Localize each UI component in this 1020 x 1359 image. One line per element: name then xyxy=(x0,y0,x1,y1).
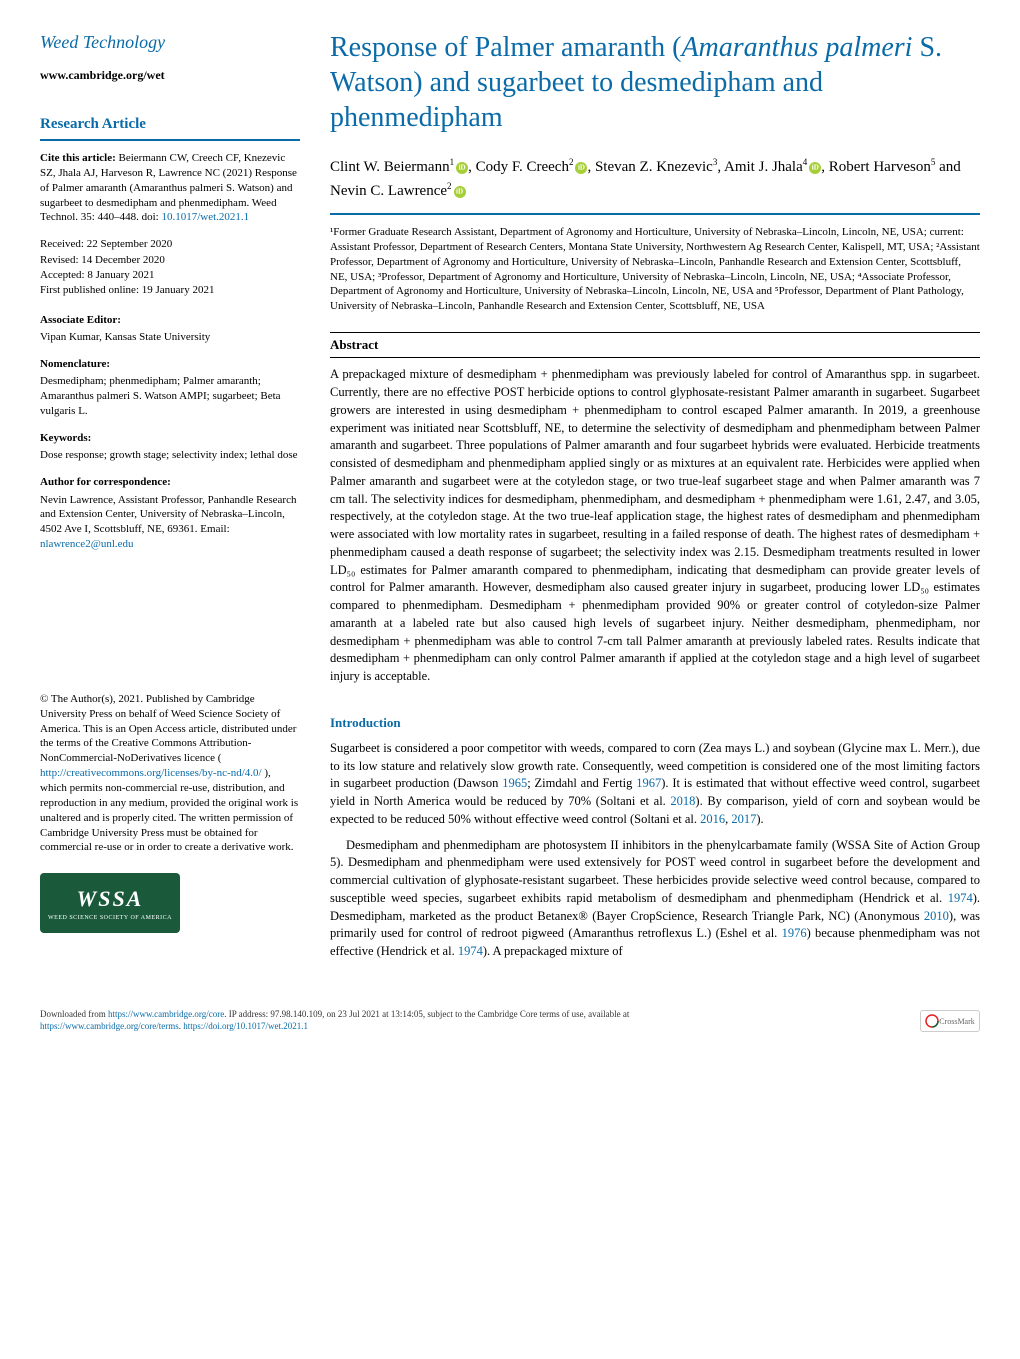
nomenclature: Desmedipham; phenmedipham; Palmer amaran… xyxy=(40,374,300,419)
intro-p1f: ). xyxy=(756,812,763,826)
author-4: Amit J. Jhala xyxy=(724,159,803,175)
footer-link[interactable]: https://www.cambridge.org/core xyxy=(108,1009,224,1019)
citation-block: Cite this article: Beiermann CW, Creech … xyxy=(40,151,300,225)
cite-heading: Cite this article: xyxy=(40,152,116,164)
intro-paragraph-1: Sugarbeet is considered a poor competito… xyxy=(330,740,980,829)
orcid-icon[interactable] xyxy=(456,162,468,174)
orcid-icon[interactable] xyxy=(575,162,587,174)
intro-p1b: ; Zimdahl and Fertig xyxy=(527,776,636,790)
copyright-block: © The Author(s), 2021. Published by Camb… xyxy=(40,692,300,855)
wssa-acronym: WSSA xyxy=(77,884,144,915)
author-3: Stevan Z. Knezevic xyxy=(595,159,713,175)
section-label: Research Article xyxy=(40,114,300,141)
received-date: Received: 22 September 2020 xyxy=(40,237,300,252)
intro-p2e: ). A prepackaged mixture of xyxy=(483,944,623,958)
affiliations: ¹Former Graduate Research Assistant, Dep… xyxy=(330,225,980,314)
corr-body: Nevin Lawrence, Assistant Professor, Pan… xyxy=(40,494,296,536)
copyright-cont: ), which permits non-commercial re-use, … xyxy=(40,767,298,853)
footer-text: Downloaded from https://www.cambridge.or… xyxy=(40,1009,629,1032)
journal-title: Weed Technology xyxy=(40,30,300,55)
author-6: Nevin C. Lawrence xyxy=(330,183,447,199)
accepted-date: Accepted: 8 January 2021 xyxy=(40,268,300,283)
crossmark-label: CrossMark xyxy=(939,1016,975,1027)
correspondence-text: Nevin Lawrence, Assistant Professor, Pan… xyxy=(40,493,300,552)
author-3-sup: 3 xyxy=(713,157,718,167)
first-published-date: First published online: 19 January 2021 xyxy=(40,283,300,298)
wssa-fullname: WEED SCIENCE SOCIETY OF AMERICA xyxy=(48,914,172,922)
orcid-icon[interactable] xyxy=(809,162,821,174)
year-link[interactable]: 1965 xyxy=(502,776,527,790)
abstract-heading: Abstract xyxy=(330,332,980,358)
doi-link[interactable]: 10.1017/wet.2021.1 xyxy=(161,211,249,223)
author-1: Clint W. Beiermann xyxy=(330,159,450,175)
license-link[interactable]: http://creativecommons.org/licenses/by-n… xyxy=(40,767,262,779)
year-link[interactable]: 1974 xyxy=(458,944,483,958)
year-link[interactable]: 1974 xyxy=(948,891,973,905)
author-2-sup: 2 xyxy=(569,157,574,167)
page-footer: Downloaded from https://www.cambridge.or… xyxy=(40,1009,980,1032)
intro-p2a: Desmedipham and phenmedipham are photosy… xyxy=(330,838,980,905)
journal-website[interactable]: www.cambridge.org/wet xyxy=(40,67,300,84)
author-2: Cody F. Creech xyxy=(476,159,569,175)
title-p1: Response of Palmer amaranth ( xyxy=(330,32,681,63)
dates-block: Received: 22 September 2020 Revised: 14 … xyxy=(40,237,300,299)
footer-l1b: . IP address: 97.98.140.109, on 23 Jul 2… xyxy=(224,1009,629,1019)
introduction-heading: Introduction xyxy=(330,714,980,732)
author-1-sup: 1 xyxy=(450,157,455,167)
author-4-sup: 4 xyxy=(803,157,808,167)
author-5-sup: 5 xyxy=(931,157,936,167)
nomenclature-heading: Nomenclature: xyxy=(40,357,300,372)
author-6-sup: 2 xyxy=(447,181,452,191)
intro-paragraph-2: Desmedipham and phenmedipham are photosy… xyxy=(330,837,980,961)
assoc-editor-heading: Associate Editor: xyxy=(40,313,300,328)
crossmark-icon xyxy=(925,1014,939,1028)
year-link[interactable]: 1976 xyxy=(782,926,807,940)
keywords-heading: Keywords: xyxy=(40,431,300,446)
year-link[interactable]: 2010 xyxy=(924,909,949,923)
year-link[interactable]: 1967 xyxy=(636,776,661,790)
abstract-text: A prepackaged mixture of desmedipham + p… xyxy=(330,366,980,686)
orcid-icon[interactable] xyxy=(454,186,466,198)
authors-block: Clint W. Beiermann1, Cody F. Creech2, St… xyxy=(330,155,980,215)
copyright-text: © The Author(s), 2021. Published by Camb… xyxy=(40,693,296,764)
correspondence-heading: Author for correspondence: xyxy=(40,475,300,490)
corr-email[interactable]: nlawrence2@unl.edu xyxy=(40,538,134,550)
wssa-logo: WSSA WEED SCIENCE SOCIETY OF AMERICA xyxy=(40,873,180,933)
year-link[interactable]: 2016 xyxy=(700,812,725,826)
crossmark-badge[interactable]: CrossMark xyxy=(920,1010,980,1032)
assoc-editor: Vipan Kumar, Kansas State University xyxy=(40,330,300,345)
keywords: Dose response; growth stage; selectivity… xyxy=(40,448,300,463)
footer-l1a: Downloaded from xyxy=(40,1009,108,1019)
footer-link[interactable]: https://doi.org/10.1017/wet.2021.1 xyxy=(183,1021,308,1031)
year-link[interactable]: 2017 xyxy=(731,812,756,826)
article-title: Response of Palmer amaranth (Amaranthus … xyxy=(330,30,980,135)
title-italic: Amaranthus palmeri xyxy=(681,32,912,63)
revised-date: Revised: 14 December 2020 xyxy=(40,253,300,268)
author-5: Robert Harveson xyxy=(829,159,931,175)
footer-link[interactable]: https://www.cambridge.org/core/terms xyxy=(40,1021,179,1031)
year-link[interactable]: 2018 xyxy=(670,794,695,808)
